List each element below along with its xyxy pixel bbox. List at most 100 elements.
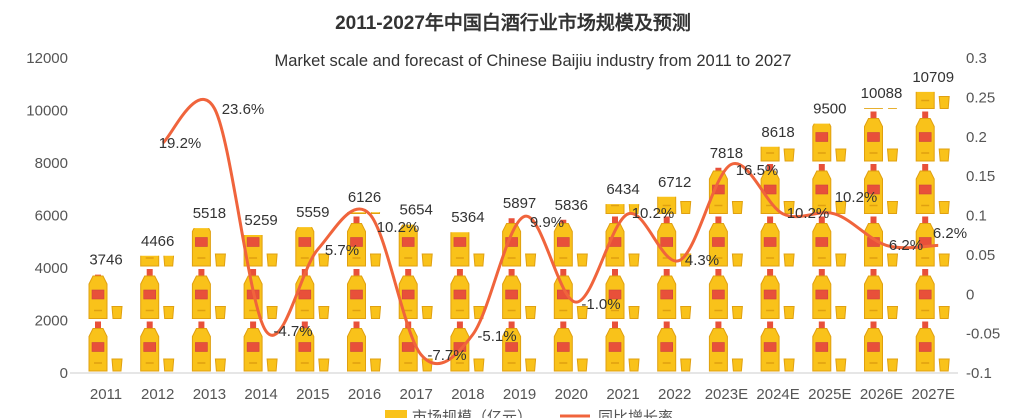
cup-icon [680, 201, 692, 214]
bottle-neck [767, 216, 774, 224]
cup-icon [835, 306, 847, 319]
cup-icon [163, 358, 175, 372]
y-left-tick-label: 8000 [35, 155, 68, 172]
bottle-neck [250, 269, 257, 276]
x-tick-label: 2022 [658, 386, 691, 403]
bottle-neck [664, 164, 670, 171]
cup-icon [886, 253, 899, 267]
cup-icon [783, 253, 795, 267]
bottle-label [453, 237, 467, 247]
bottle-label [298, 237, 312, 247]
bottle-label [660, 237, 674, 247]
bottle-label [143, 289, 156, 300]
bottle-body [140, 255, 160, 267]
x-tick-label: 2013 [193, 386, 226, 403]
bottle-icon [243, 234, 278, 267]
bar-2026E [864, 59, 899, 372]
cup-icon [318, 306, 330, 319]
bottle-label [918, 184, 932, 195]
bottle-label [763, 184, 777, 195]
cup-icon [938, 253, 950, 267]
bottle-icon [605, 269, 640, 319]
bar-value-label: 7818 [710, 145, 743, 162]
bottle-icon [88, 321, 123, 372]
bottle-neck [818, 216, 825, 224]
bottle-label [195, 237, 208, 247]
bottle-neck [663, 216, 670, 224]
cup-icon [731, 201, 743, 214]
bottle-icon [864, 321, 899, 372]
bottle-label [195, 342, 208, 352]
growth-rate-label: 19.2% [159, 135, 202, 152]
bottle-icon [812, 164, 847, 214]
bottle-neck [663, 269, 670, 276]
bar-2021 [605, 204, 640, 372]
cup-icon [111, 358, 123, 372]
y-right-tick-label: 0.05 [966, 247, 995, 264]
bottle-icon [502, 321, 537, 372]
cup-icon [318, 358, 330, 372]
bar-2015 [295, 227, 330, 372]
bottle-neck [870, 321, 877, 329]
bottle-neck [146, 321, 153, 329]
bar-2014 [243, 234, 278, 372]
growth-rate-label: 6.2% [889, 237, 923, 254]
bottle-label [918, 132, 932, 142]
bar-2011 [88, 274, 123, 372]
growth-rate-label: 16.5% [736, 162, 779, 179]
y-right-tick-label: -0.1 [966, 365, 992, 382]
growth-rate-line [161, 98, 939, 366]
bar-value-label: 5364 [451, 209, 484, 226]
bottle-label [91, 342, 105, 352]
bottle-neck [767, 164, 774, 171]
cup-icon [369, 306, 382, 319]
y-left-tick-label: 2000 [35, 313, 68, 330]
bottle-neck [612, 216, 618, 224]
cup-icon [680, 306, 692, 319]
bottle-neck [922, 216, 929, 224]
bottle-neck [508, 269, 515, 276]
growth-rate-label: -1.0% [581, 296, 620, 313]
bottle-icon [812, 216, 847, 267]
bottle-label [608, 289, 622, 300]
x-tick-label: 2014 [244, 386, 277, 403]
bottle-icon [915, 164, 950, 214]
cup-icon [835, 148, 847, 162]
bottle-label [867, 289, 880, 300]
cup-icon [318, 253, 330, 267]
bottle-neck [871, 59, 877, 66]
cup-icon [370, 212, 381, 214]
bottle-icon [140, 255, 175, 267]
cup-icon [886, 201, 899, 214]
x-tick-label: 2027E [912, 386, 955, 403]
bottle-neck [250, 321, 257, 329]
cup-icon [525, 253, 537, 267]
x-tick-label: 2016 [348, 386, 381, 403]
bottle-neck [508, 218, 515, 224]
cup-icon [886, 306, 899, 319]
bottle-label [815, 237, 829, 247]
bottle-label [401, 342, 415, 352]
bottle-label [918, 289, 932, 300]
cup-icon [369, 358, 382, 372]
bottle-neck [922, 59, 928, 66]
bottle-label [815, 184, 829, 195]
bottle-neck [198, 269, 205, 276]
cup-icon [266, 358, 278, 372]
x-tick-label: 2017 [400, 386, 433, 403]
bottle-body [760, 146, 780, 162]
bottle-neck [456, 269, 463, 276]
bottle-neck [560, 321, 567, 329]
cup-icon [731, 358, 743, 372]
bottle-icon [347, 216, 382, 267]
cup-icon [783, 358, 795, 372]
bottle-icon [812, 321, 847, 372]
x-tick-label: 2021 [606, 386, 639, 403]
cup-icon [525, 358, 537, 372]
bottle-neck [767, 112, 773, 119]
bar-value-label: 10709 [912, 69, 954, 86]
bottle-icon [605, 321, 640, 372]
bottle-neck [715, 167, 722, 171]
bottle-icon [915, 111, 950, 162]
bottle-icon [553, 321, 588, 372]
